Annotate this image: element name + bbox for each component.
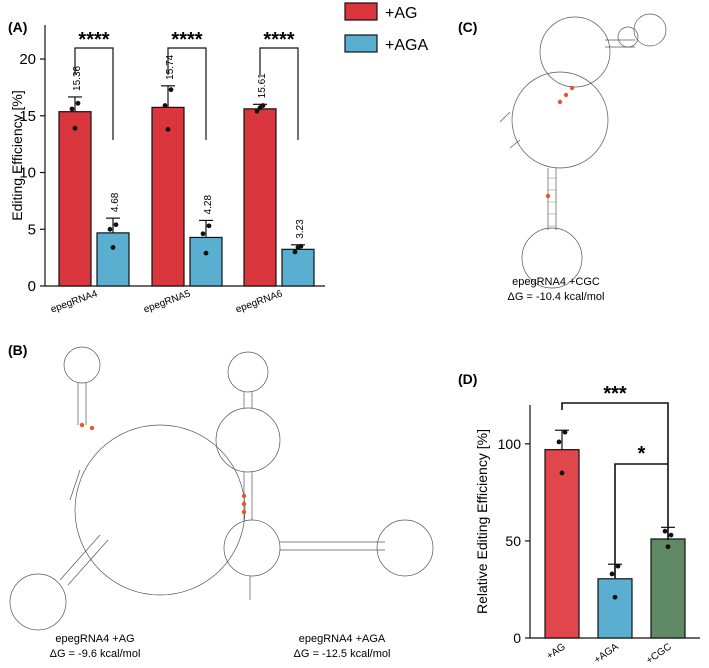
legend-label-a: +AGA [385, 37, 428, 54]
y-tick-label-a: 0 [28, 278, 36, 295]
y-tick-label-d: 0 [513, 630, 521, 646]
y-tick-label-a: 20 [19, 51, 36, 68]
legend-swatch-a [344, 2, 378, 21]
panel-label-b: (B) [8, 342, 27, 358]
data-point-a [254, 108, 260, 114]
x-tick-label-a: epegRNA5 [142, 288, 192, 315]
data-label-a: 3.23 [295, 219, 306, 239]
panel-label-d: (D) [458, 371, 477, 387]
data-point-a [72, 125, 78, 131]
chart-d: 0 50 100 Relative Editing Efficiency [%] +AG… [474, 383, 700, 667]
structure-b1-dg: ΔG = -9.6 kcal/mol [50, 648, 141, 660]
x-tick-label-d: +AG [545, 641, 568, 662]
bar-d [544, 449, 580, 639]
bar-a [58, 111, 92, 287]
data-point-d [609, 571, 615, 577]
data-point-d [559, 470, 565, 476]
data-point-a [168, 87, 174, 93]
rna-structure-c-highlight [545, 85, 575, 199]
rna-structure-c [499, 13, 667, 289]
bar-a [243, 108, 277, 287]
data-point-a [206, 223, 212, 229]
data-label-a: 15.36 [72, 65, 83, 90]
y-tick-label-a: 5 [28, 221, 36, 238]
data-label-a: 15.61 [257, 73, 268, 98]
x-tick-label-d: +CGC [644, 641, 673, 666]
y-axis-title-d: Relative Editing Efficiency [%] [474, 429, 490, 614]
significance-label-a: **** [78, 29, 109, 51]
structure-b2-name: epegRNA4 +AGA [299, 633, 386, 645]
legend-swatch-a [344, 34, 378, 53]
structure-c-dg: ΔG = -10.4 kcal/mol [508, 291, 605, 303]
rna-structure-b1-highlight [79, 422, 95, 431]
bar-a [151, 106, 185, 287]
panel-label-c: (C) [458, 19, 477, 35]
chart-a: 0 5 10 15 20 Editing Efficiency [%] 15.36 4.68 e… [9, 2, 428, 316]
data-point-d [662, 528, 668, 534]
y-tick-label-d: 50 [505, 533, 521, 549]
data-label-a: 4.28 [203, 195, 214, 215]
data-point-a [107, 226, 113, 232]
bar-a [281, 248, 315, 287]
significance-bracket-a [259, 47, 299, 140]
panel-label-a: (A) [8, 19, 27, 35]
significance-label-a: **** [263, 29, 294, 51]
bar-d [597, 578, 633, 639]
data-point-a [165, 126, 171, 132]
data-point-a [203, 250, 209, 256]
legend-label-a: +AG [385, 5, 417, 22]
data-point-d [668, 532, 674, 538]
data-point-d [615, 563, 621, 569]
significance-bracket-a [167, 47, 207, 140]
y-axis-title-a: Editing Efficiency [%] [9, 90, 25, 220]
significance-label-d: *** [603, 383, 627, 405]
bar-d [650, 538, 686, 639]
y-tick-label-a: 15 [19, 108, 36, 125]
data-point-a [200, 231, 206, 237]
significance-bracket-d [561, 402, 669, 540]
structure-c-name: epegRNA4 +CGC [512, 276, 600, 288]
bar-a [189, 236, 223, 287]
data-point-a [292, 249, 298, 255]
significance-label-d: * [638, 443, 646, 465]
rna-structure-b1 [9, 346, 246, 631]
data-point-a [113, 222, 119, 228]
data-point-a [110, 245, 116, 250]
bar-a [96, 232, 130, 287]
y-tick-label-d: 100 [498, 436, 522, 452]
x-tick-label-a: epegRNA4 [49, 288, 99, 315]
data-point-a [298, 243, 304, 249]
significance-label-a: **** [171, 29, 202, 51]
rna-structure-c-pairs [548, 177, 556, 227]
data-point-d [556, 439, 562, 445]
data-point-a [162, 103, 168, 108]
y-tick-label-a: 10 [19, 165, 36, 182]
data-point-a [260, 103, 266, 108]
x-tick-label-d: +AGA [592, 641, 621, 666]
rna-structure-b2-highlight [241, 493, 247, 515]
structure-b2-dg: ΔG = -12.5 kcal/mol [294, 648, 391, 660]
significance-bracket-d [614, 463, 668, 578]
data-point-a [75, 100, 81, 106]
significance-bracket-a [74, 47, 114, 140]
data-point-d [665, 544, 671, 550]
x-tick-label-a: epegRNA6 [234, 288, 284, 315]
structure-b1-name: epegRNA4 +AG [55, 633, 134, 645]
data-point-a [69, 106, 75, 112]
data-label-a: 4.68 [110, 192, 121, 212]
data-label-a: 15.74 [165, 54, 176, 79]
data-point-d [562, 429, 568, 435]
rna-structure-b2 [215, 351, 434, 600]
data-point-d [612, 594, 618, 600]
